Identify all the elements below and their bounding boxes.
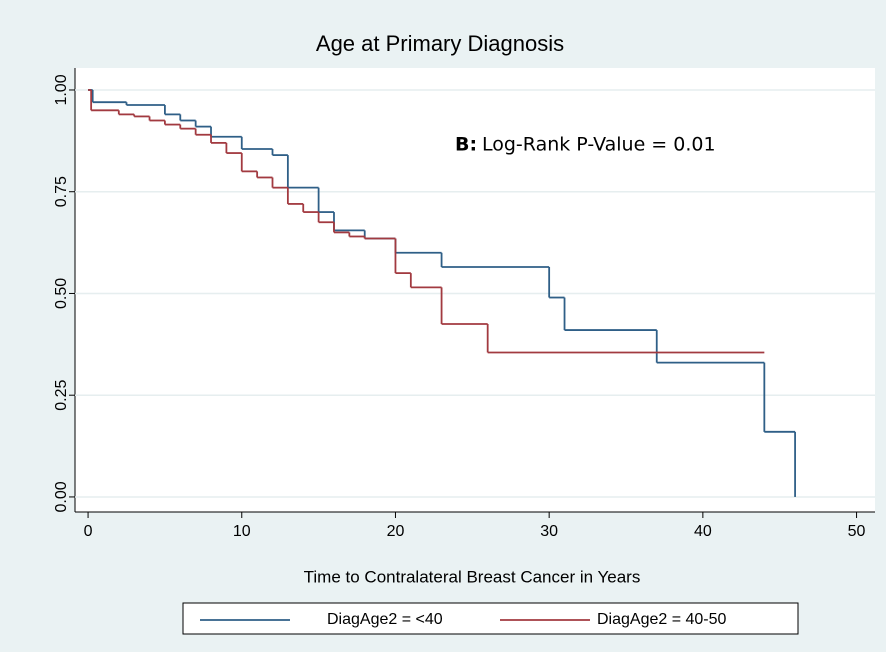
annotation-text: Log-Rank P-Value = 0.01	[482, 134, 716, 156]
x-tick-label: 0	[84, 523, 93, 540]
x-tick-label: 10	[233, 523, 251, 540]
y-tick-label: 0.50	[53, 278, 70, 309]
legend-box	[182, 602, 799, 635]
x-axis-label: Time to Contralateral Breast Cancer in Y…	[304, 567, 641, 586]
plot-area	[75, 68, 875, 512]
x-tick-label: 40	[694, 523, 712, 540]
x-tick-label: 50	[848, 523, 866, 540]
chart-title: Age at Primary Diagnosis	[316, 31, 564, 56]
y-tick-label: 0.75	[53, 176, 70, 207]
legend-label: DiagAge2 = 40-50	[597, 611, 727, 628]
y-tick-label: 0.25	[53, 380, 70, 411]
y-tick-label: 0.00	[53, 481, 70, 512]
x-tick-label: 20	[387, 523, 405, 540]
x-tick-label: 30	[540, 523, 558, 540]
legend-label: DiagAge2 = <40	[327, 611, 443, 628]
annotation-label: B:	[455, 134, 477, 156]
y-tick-label: 1.00	[53, 74, 70, 105]
